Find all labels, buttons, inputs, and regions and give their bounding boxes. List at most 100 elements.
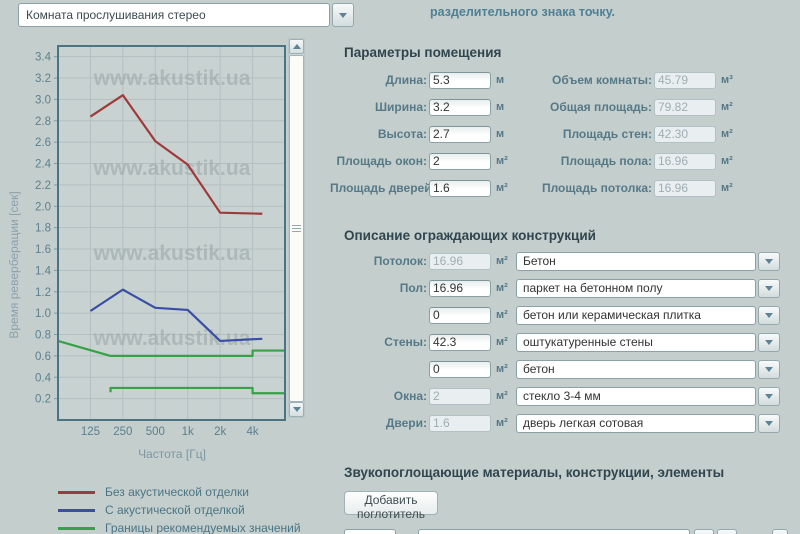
- doors-material-select[interactable]: дверь легкая сотовая: [516, 413, 780, 433]
- select-dropdown-button[interactable]: [758, 332, 780, 352]
- unit-label: м²: [721, 101, 733, 113]
- param-row: Площадь пола: м²: [532, 151, 739, 171]
- windows-area-input[interactable]: [429, 152, 491, 170]
- ceiling-area-input: [429, 252, 491, 270]
- svg-text:1.6: 1.6: [35, 244, 51, 256]
- param-row: Площадь дверей: м²: [330, 178, 514, 198]
- select-value[interactable]: Бетон: [516, 251, 756, 271]
- doors-area-input[interactable]: [429, 179, 491, 197]
- field-label: Потолок:: [373, 254, 427, 268]
- svg-text:www.akustik.ua: www.akustik.ua: [93, 157, 251, 180]
- svg-text:3.2: 3.2: [35, 73, 51, 85]
- svg-text:3.4: 3.4: [35, 52, 52, 64]
- field-label: Ширина:: [374, 100, 427, 114]
- absorber-scroll-button[interactable]: [772, 529, 788, 534]
- construction-row: Окна: м² стекло 3-4 мм: [330, 386, 780, 406]
- select-value[interactable]: паркет на бетонном полу: [516, 278, 756, 298]
- field-label: Длина:: [385, 73, 427, 87]
- absorber-button-2[interactable]: [717, 529, 737, 534]
- scroll-thumb[interactable]: [289, 55, 304, 402]
- doors-row-area-input: [429, 414, 491, 432]
- param-row: Ширина: м: [330, 97, 514, 117]
- select-dropdown-button[interactable]: [758, 305, 780, 325]
- walls-material-select[interactable]: оштукатуренные стены: [516, 332, 780, 352]
- param-row: Высота: м: [330, 124, 514, 144]
- svg-text:4k: 4k: [246, 426, 258, 438]
- width-input[interactable]: [429, 98, 491, 116]
- floor2-area-input[interactable]: [429, 306, 491, 324]
- field-label: Высота:: [377, 127, 427, 141]
- room-preset-dropdown-button[interactable]: [332, 3, 354, 27]
- unit-label: м²: [496, 282, 508, 294]
- absorber-count-input[interactable]: [344, 529, 396, 534]
- floor2-material-select[interactable]: бетон или керамическая плитка: [516, 305, 780, 325]
- select-value[interactable]: дверь легкая сотовая: [516, 413, 756, 433]
- field-label: Объем комнаты:: [551, 73, 652, 87]
- floor-area-input[interactable]: [429, 279, 491, 297]
- walls2-area-input[interactable]: [429, 360, 491, 378]
- select-value[interactable]: бетон или керамическая плитка: [516, 305, 756, 325]
- unit-label: м²: [496, 336, 508, 348]
- absorber-select[interactable]: [418, 529, 690, 534]
- reverb-chart-svg: 0.2 0.4 0.6 0.8 1.0 1.2 1.4 1.6 1.8 2.0 2.2 2.4 2.6 2…: [35, 45, 286, 438]
- legend-label: Границы рекомендуемых значений: [105, 521, 301, 534]
- svg-text:2k: 2k: [214, 426, 226, 438]
- chevron-down-icon: [339, 12, 347, 18]
- svg-text:1.4: 1.4: [35, 265, 52, 277]
- select-dropdown-button[interactable]: [758, 278, 780, 298]
- unit-label: м: [496, 128, 505, 140]
- svg-text:0.6: 0.6: [35, 351, 51, 363]
- room-preset-combobox[interactable]: Комната прослушивания стерео: [18, 3, 354, 27]
- walls-area-input[interactable]: [429, 333, 491, 351]
- select-value[interactable]: стекло 3-4 мм: [516, 386, 756, 406]
- legend-label: Без акустической отделки: [105, 485, 250, 499]
- select-value[interactable]: бетон: [516, 359, 756, 379]
- legend-item: Без акустической отделки: [58, 484, 249, 500]
- construction-row: Стены: м² оштукатуренные стены: [330, 332, 780, 352]
- legend-swatch: [58, 526, 95, 530]
- height-input[interactable]: [429, 125, 491, 143]
- room-preset-value[interactable]: Комната прослушивания стерео: [18, 3, 330, 27]
- svg-text:1.0: 1.0: [35, 308, 51, 320]
- svg-text:1.8: 1.8: [35, 223, 51, 235]
- ceiling-material-select[interactable]: Бетон: [516, 251, 780, 271]
- legend-item: Границы рекомендуемых значений: [58, 520, 301, 534]
- chevron-down-icon: [765, 339, 773, 345]
- unit-label: м: [496, 101, 505, 113]
- param-row: Площадь окон: м²: [330, 151, 514, 171]
- select-dropdown-button[interactable]: [758, 413, 780, 433]
- absorber-button-1[interactable]: [694, 529, 714, 534]
- svg-text:2.4: 2.4: [35, 159, 52, 171]
- svg-text:2.8: 2.8: [35, 116, 51, 128]
- param-row: Площадь потолка: м²: [532, 178, 739, 198]
- svg-text:www.akustik.ua: www.akustik.ua: [93, 242, 251, 265]
- construction-row: м² бетон: [330, 359, 780, 379]
- section-title-room-params: Параметры помещения: [344, 45, 502, 60]
- select-value[interactable]: оштукатуренные стены: [516, 332, 756, 352]
- unit-label: м²: [496, 309, 508, 321]
- unit-label: м²: [721, 155, 733, 167]
- windows-material-select[interactable]: стекло 3-4 мм: [516, 386, 780, 406]
- svg-text:0.2: 0.2: [35, 394, 51, 406]
- scroll-down-button[interactable]: [289, 402, 304, 417]
- unit-label: м²: [721, 182, 733, 194]
- length-input[interactable]: [429, 71, 491, 89]
- floor-material-select[interactable]: паркет на бетонном полу: [516, 278, 780, 298]
- legend-label: С акустической отделкой: [105, 503, 245, 517]
- select-dropdown-button[interactable]: [758, 359, 780, 379]
- walls2-material-select[interactable]: бетон: [516, 359, 780, 379]
- chevron-down-icon: [765, 420, 773, 426]
- svg-text:2.6: 2.6: [35, 137, 51, 149]
- triangle-up-icon: [292, 44, 301, 49]
- chevron-down-icon: [765, 393, 773, 399]
- select-dropdown-button[interactable]: [758, 386, 780, 406]
- triangle-down-icon: [292, 407, 301, 412]
- add-absorber-button[interactable]: Добавить поглотитель: [344, 491, 438, 521]
- scroll-up-button[interactable]: [289, 39, 304, 54]
- unit-label: м²: [496, 155, 508, 167]
- svg-text:www.akustik.ua: www.akustik.ua: [93, 327, 251, 350]
- chevron-down-icon: [765, 366, 773, 372]
- select-dropdown-button[interactable]: [758, 251, 780, 271]
- chart-scrollbar[interactable]: [288, 38, 305, 418]
- svg-text:1k: 1k: [182, 426, 194, 438]
